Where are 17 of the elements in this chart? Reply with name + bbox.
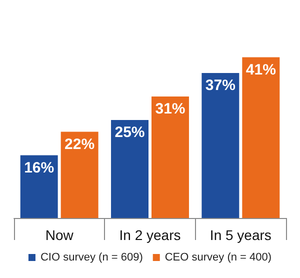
data-label: 37% xyxy=(205,76,236,94)
legend-label: CEO survey (n = 400) xyxy=(164,252,272,264)
x-tick-label: In 5 years xyxy=(210,227,272,243)
x-tick-label: Now xyxy=(45,227,74,243)
bar xyxy=(20,155,58,218)
bar xyxy=(60,132,98,218)
data-label: 41% xyxy=(246,61,276,78)
bar xyxy=(152,96,189,218)
bar xyxy=(202,72,240,218)
bar xyxy=(242,57,280,218)
data-label: 25% xyxy=(114,124,145,141)
x-tick-label: In 2 years xyxy=(119,227,181,243)
data-label: 31% xyxy=(155,100,186,118)
data-label: 16% xyxy=(24,159,54,176)
legend-label: CIO survey (n = 609) xyxy=(40,252,143,264)
bar xyxy=(111,120,148,218)
data-label: 22% xyxy=(64,136,95,153)
